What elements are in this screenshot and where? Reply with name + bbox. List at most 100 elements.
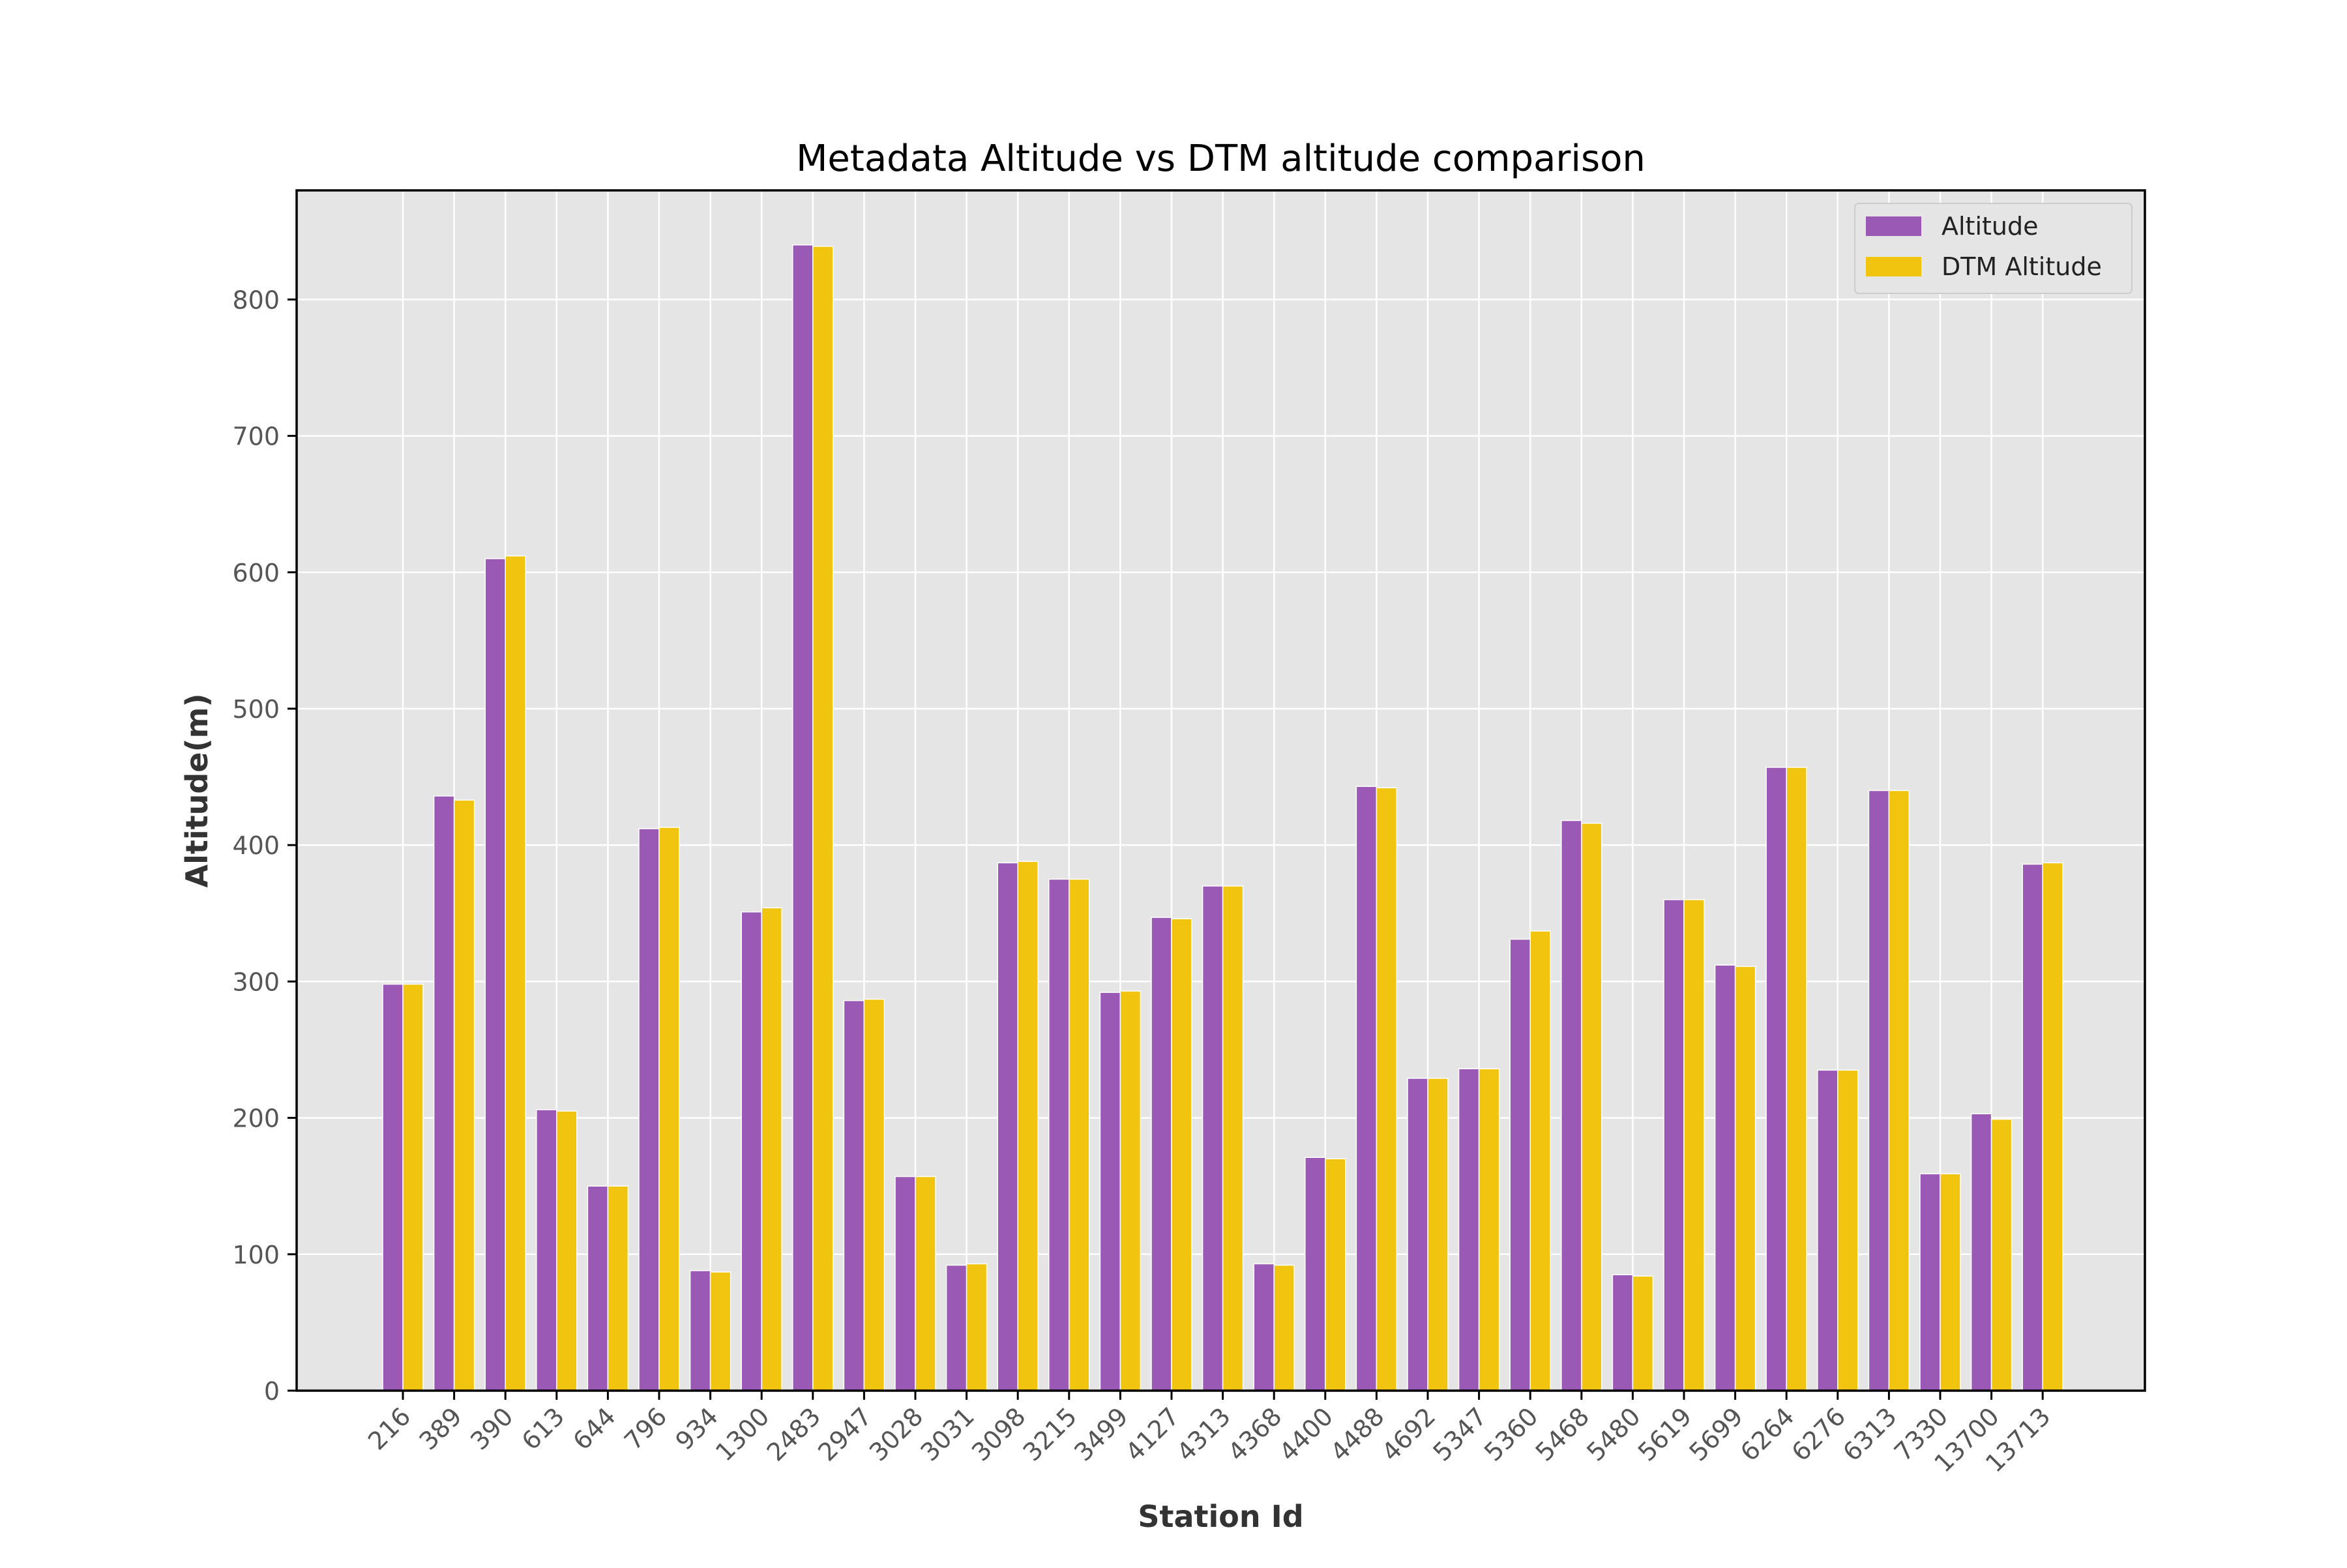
- x-tick-label: 644: [567, 1402, 621, 1455]
- x-tick-label: 4400: [1274, 1402, 1339, 1467]
- bar-altitude-5347: [1458, 1068, 1480, 1391]
- x-tick-label: 390: [465, 1402, 518, 1455]
- bar-dtm-altitude-2947: [863, 998, 885, 1391]
- bar-dtm-altitude-5480: [1632, 1275, 1654, 1391]
- x-axis-label: Station Id: [1138, 1499, 1303, 1534]
- bar-altitude-216: [382, 983, 404, 1391]
- bar-dtm-altitude-3031: [966, 1263, 988, 1391]
- bar-dtm-altitude-5619: [1683, 899, 1705, 1391]
- bar-altitude-4488: [1355, 786, 1378, 1391]
- bar-altitude-2947: [843, 999, 865, 1391]
- bar-altitude-5699: [1714, 964, 1736, 1391]
- bar-dtm-altitude-13700: [1990, 1118, 2013, 1391]
- y-tick-label: 400: [232, 831, 280, 860]
- bar-dtm-altitude-4488: [1376, 787, 1398, 1391]
- bar-dtm-altitude-4127: [1171, 918, 1192, 1391]
- bar-altitude-6276: [1817, 1069, 1838, 1391]
- y-tick-label: 200: [232, 1104, 280, 1133]
- legend-label-dtm-altitude: DTM Altitude: [1941, 252, 2102, 281]
- bar-dtm-altitude-6313: [1888, 790, 1910, 1391]
- bar-altitude-3028: [894, 1176, 916, 1391]
- x-tick-label: 389: [414, 1402, 467, 1455]
- bar-dtm-altitude-216: [402, 983, 424, 1391]
- bar-dtm-altitude-4692: [1427, 1078, 1449, 1391]
- x-tick-label: 796: [619, 1402, 672, 1455]
- x-tick-label: 5468: [1530, 1402, 1595, 1467]
- x-tick-label: 3098: [966, 1402, 1031, 1467]
- x-tick-label: 613: [516, 1402, 570, 1455]
- x-tick-label: 3215: [1018, 1402, 1083, 1467]
- x-tick-label: 2483: [761, 1402, 827, 1467]
- bar-altitude-13700: [1970, 1113, 1992, 1391]
- y-tick-label: 0: [264, 1377, 280, 1406]
- bar-dtm-altitude-390: [505, 555, 526, 1391]
- bar-dtm-altitude-5699: [1734, 966, 1756, 1391]
- bar-altitude-3499: [1099, 992, 1121, 1391]
- bar-altitude-4127: [1151, 917, 1172, 1391]
- x-tick-label: 6313: [1837, 1402, 1902, 1467]
- x-tick-label: 5699: [1683, 1402, 1749, 1467]
- x-tick-label: 3028: [864, 1402, 929, 1467]
- bar-altitude-5468: [1561, 820, 1582, 1391]
- bar-altitude-4400: [1305, 1157, 1326, 1391]
- bar-altitude-13713: [2022, 863, 2043, 1391]
- x-tick-label: 5347: [1427, 1402, 1492, 1467]
- x-tick-label: 6264: [1735, 1402, 1800, 1467]
- bar-altitude-1300: [741, 911, 762, 1391]
- bar-altitude-4313: [1202, 885, 1224, 1391]
- bar-altitude-934: [689, 1270, 711, 1391]
- bar-dtm-altitude-613: [556, 1110, 578, 1391]
- bar-altitude-796: [638, 828, 660, 1391]
- bar-altitude-3031: [945, 1264, 967, 1391]
- x-tick-label: 5619: [1632, 1402, 1698, 1467]
- bar-dtm-altitude-6276: [1837, 1069, 1859, 1391]
- bar-altitude-7330: [1919, 1173, 1941, 1391]
- bar-dtm-altitude-3215: [1069, 878, 1090, 1391]
- y-tick-label: 600: [232, 559, 280, 587]
- y-tick-label: 500: [232, 695, 280, 724]
- bar-dtm-altitude-6264: [1786, 767, 1807, 1391]
- bar-altitude-5480: [1612, 1274, 1634, 1391]
- bar-dtm-altitude-934: [709, 1271, 731, 1391]
- bar-altitude-6264: [1765, 767, 1787, 1391]
- x-tick-label: 4127: [1120, 1402, 1185, 1467]
- x-tick-label: 5360: [1479, 1402, 1544, 1467]
- legend-label-altitude: Altitude: [1941, 212, 2039, 241]
- x-tick-label: 3031: [915, 1402, 980, 1467]
- legend-swatch-altitude: [1866, 216, 1921, 236]
- bar-dtm-altitude-4313: [1222, 885, 1244, 1391]
- y-tick-label: 700: [232, 422, 280, 451]
- bar-dtm-altitude-644: [607, 1185, 629, 1391]
- y-tick-label: 800: [232, 286, 280, 314]
- bar-dtm-altitude-3499: [1119, 990, 1142, 1391]
- bar-altitude-6313: [1868, 790, 1890, 1391]
- bar-dtm-altitude-5468: [1581, 822, 1602, 1391]
- x-tick-label: 4692: [1376, 1402, 1441, 1467]
- x-tick-label: 3499: [1069, 1402, 1134, 1467]
- x-tick-label: 216: [362, 1402, 416, 1455]
- x-tick-label: 6276: [1786, 1402, 1852, 1467]
- bar-altitude-3215: [1048, 878, 1070, 1391]
- x-tick-label: 4313: [1171, 1402, 1236, 1467]
- y-tick-label: 300: [232, 968, 280, 996]
- x-tick-label: 1300: [710, 1402, 775, 1467]
- bar-dtm-altitude-4400: [1325, 1158, 1346, 1391]
- bar-altitude-390: [484, 558, 506, 1391]
- bars: [382, 244, 2063, 1391]
- bar-altitude-5360: [1509, 938, 1531, 1391]
- bar-altitude-5619: [1663, 899, 1685, 1391]
- bar-dtm-altitude-4368: [1273, 1264, 1295, 1391]
- bar-altitude-4368: [1253, 1263, 1275, 1391]
- chart-title: Metadata Altitude vs DTM altitude compar…: [796, 138, 1646, 180]
- x-tick-label: 4368: [1222, 1402, 1288, 1467]
- bar-dtm-altitude-5360: [1529, 930, 1551, 1391]
- bar-dtm-altitude-3028: [915, 1176, 936, 1391]
- bar-dtm-altitude-3098: [1017, 861, 1039, 1391]
- bar-dtm-altitude-389: [453, 799, 475, 1391]
- plot-frame: [295, 189, 2146, 1392]
- bar-altitude-2483: [792, 244, 814, 1391]
- legend: Altitude DTM Altitude: [1854, 203, 2133, 294]
- legend-box: [1854, 203, 2133, 294]
